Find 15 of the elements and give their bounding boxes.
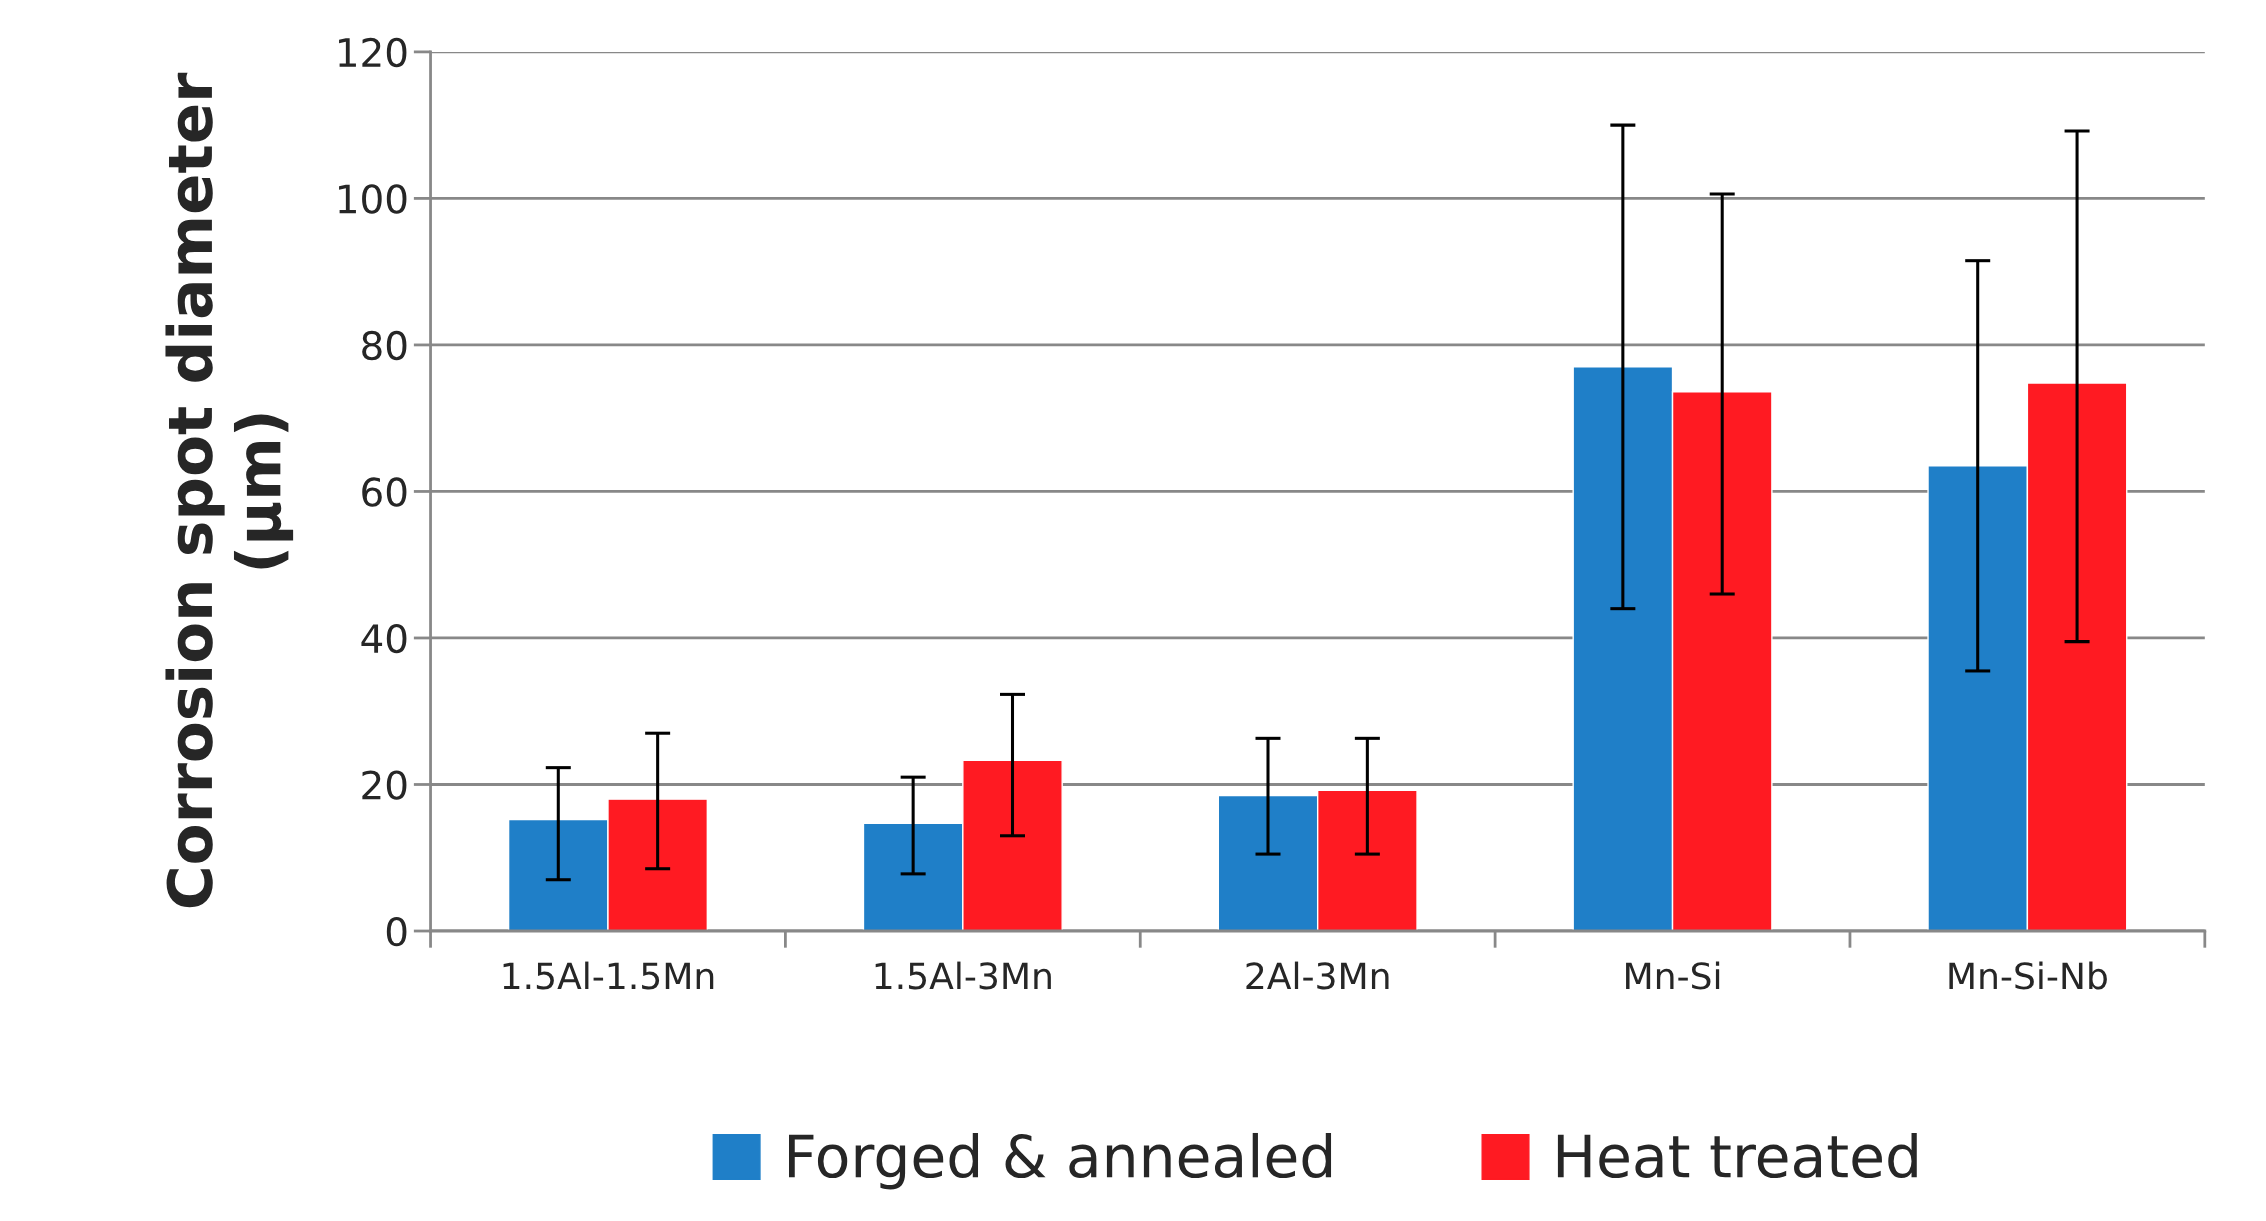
x-tick-label: 1.5Al-3Mn — [875, 961, 1051, 990]
y-tick-label: 20 — [362, 770, 407, 800]
legend-label: Forged & annealed — [789, 1132, 1332, 1190]
x-tick-label: Mn-Si-Nb — [1949, 961, 2107, 990]
y-tick-label: 0 — [386, 916, 407, 947]
legend-label: Heat treated — [1557, 1132, 1917, 1179]
y-tick-label: 100 — [339, 184, 407, 214]
y-axis-title: Corrosion spot diameter (µm) — [165, 72, 294, 908]
x-tick-label: Mn-Si — [1626, 961, 1720, 990]
y-tick-label: 80 — [362, 330, 407, 361]
x-tick-label: 1.5Al-1.5Mn — [503, 961, 714, 990]
x-tick-label: 2Al-3Mn — [1246, 961, 1389, 990]
y-tick-label: 40 — [361, 623, 407, 654]
y-tick-label: 60 — [362, 477, 407, 507]
y-tick-label: 120 — [339, 37, 407, 68]
